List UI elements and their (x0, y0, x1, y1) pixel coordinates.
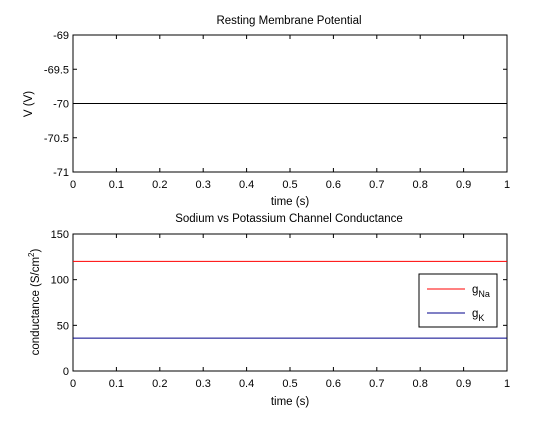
y-tick-label: 0 (63, 366, 69, 378)
y-tick-label: -71 (53, 167, 69, 179)
x-tick-label: 0.7 (369, 179, 384, 191)
plot2-legend: gNa gK (418, 273, 498, 328)
legend-label-gk-sub: K (478, 313, 484, 323)
x-tick-label: 0 (70, 179, 76, 191)
x-tick-label: 0.9 (456, 378, 471, 390)
plot2-ylabel-end: ) (30, 248, 42, 252)
y-tick-label: 50 (57, 320, 69, 332)
x-tick-label: 0.5 (282, 179, 297, 191)
x-tick-label: 1 (504, 378, 510, 390)
x-tick-label: 0.6 (326, 179, 341, 191)
legend-label-gk: gK (472, 308, 484, 323)
plot2-title: Sodium vs Potassium Channel Conductance (175, 213, 403, 225)
plot1-ylabel: V (V) (23, 91, 35, 117)
legend-box (418, 273, 498, 328)
plot2-lines (73, 260, 507, 339)
x-tick-label: 0.5 (282, 378, 297, 390)
plot2-ticks: 0 0.1 0.2 0.3 0.4 0.5 0.6 0.7 0.8 0.9 1 150 100 50 0 (51, 229, 510, 390)
legend-label-gna-sub: Na (478, 289, 490, 299)
plot1-ticks: 0 0.1 0.2 0.3 0.4 0.5 0.6 0.7 0.8 0.9 1 -69 -69.5 -70… (44, 30, 510, 191)
plot2-ylabel: conductance (S/cm2) (27, 248, 42, 355)
plot2-ylabel-main: conductance (S/cm (30, 257, 42, 355)
legend-label-gk-main: g (472, 308, 478, 320)
y-tick-label: -69.5 (44, 64, 69, 76)
plot2-xlabel: time (s) (271, 396, 310, 408)
x-tick-label: 0.1 (109, 378, 124, 390)
legend-label-gna-main: g (472, 284, 478, 296)
y-tick-label: -70.5 (44, 133, 69, 145)
x-tick-label: 0.8 (413, 378, 428, 390)
x-tick-label: 0.9 (456, 179, 471, 191)
x-tick-label: 0.3 (196, 378, 211, 390)
plot2-ylabel-sup: 2 (27, 252, 36, 257)
x-tick-label: 1 (504, 179, 510, 191)
plot1-xlabel: time (s) (271, 196, 310, 208)
x-tick-label: 0.1 (109, 179, 124, 191)
plot1-title: Resting Membrane Potential (216, 15, 361, 27)
y-tick-label: 100 (51, 275, 69, 287)
legend-label-gna: gNa (472, 284, 490, 299)
x-tick-label: 0.8 (413, 179, 428, 191)
x-tick-label: 0.4 (239, 179, 254, 191)
x-tick-label: 0 (70, 378, 76, 390)
x-tick-label: 0.2 (152, 378, 167, 390)
y-tick-label: -70 (53, 99, 69, 111)
x-tick-label: 0.7 (369, 378, 384, 390)
y-tick-label: 150 (51, 229, 69, 241)
x-tick-label: 0.6 (326, 378, 341, 390)
x-tick-label: 0.3 (196, 179, 211, 191)
x-tick-label: 0.2 (152, 179, 167, 191)
conductance-plot: Sodium vs Potassium Channel Conductance … (27, 213, 510, 408)
y-tick-label: -69 (53, 30, 69, 42)
x-tick-label: 0.4 (239, 378, 254, 390)
membrane-potential-plot: Resting Membrane Potential 0 0.1 0.2 0.3 0.4… (23, 15, 510, 208)
